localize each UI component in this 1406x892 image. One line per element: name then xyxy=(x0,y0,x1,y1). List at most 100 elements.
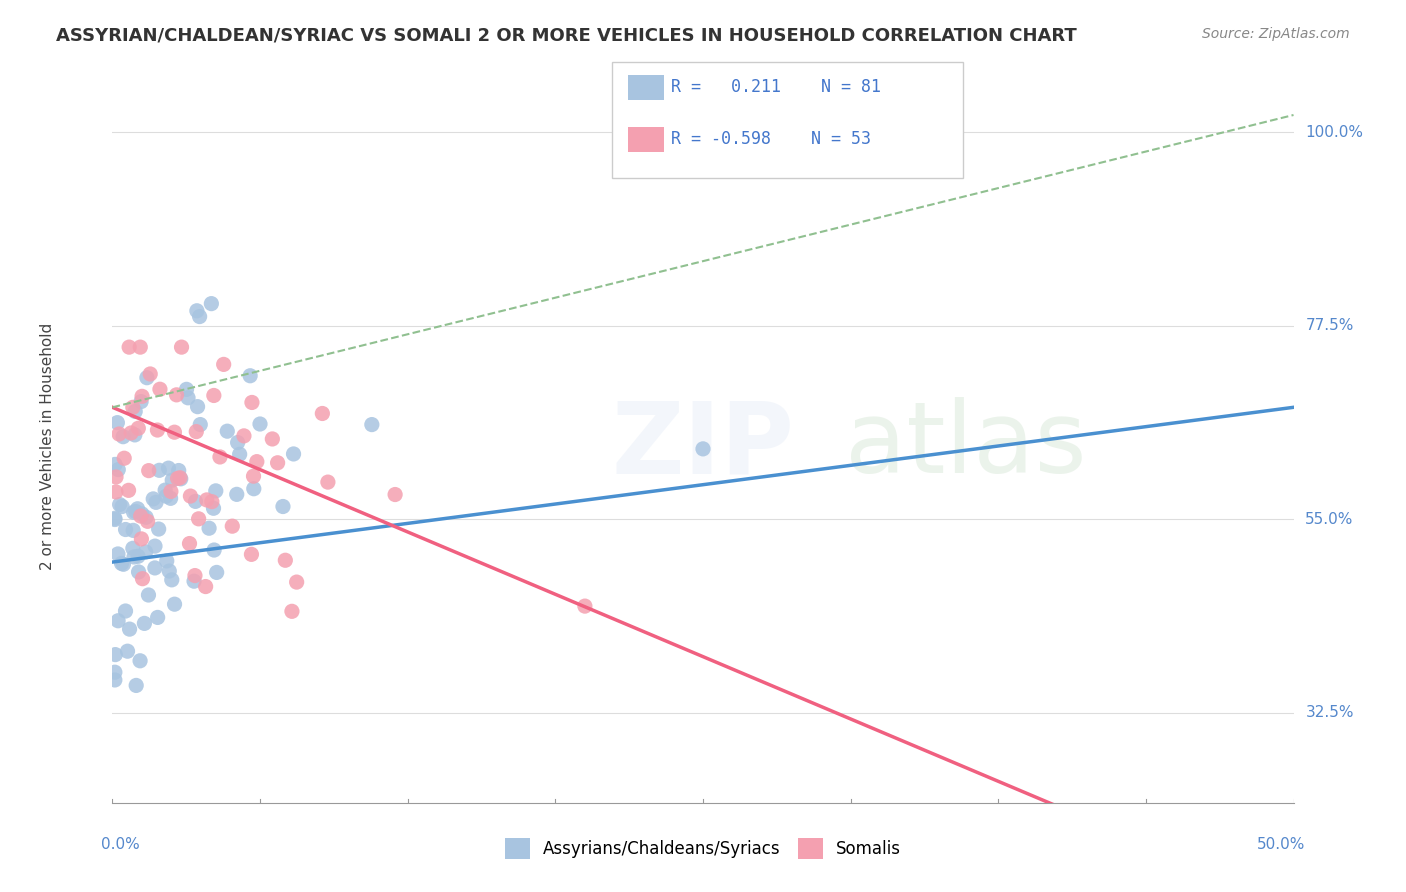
Point xyxy=(153,483,176,497)
Point xyxy=(125,504,148,518)
Point xyxy=(221,519,243,533)
Point xyxy=(281,604,304,618)
Point xyxy=(166,471,188,485)
Point xyxy=(135,510,157,524)
Point xyxy=(122,549,145,564)
Point xyxy=(129,654,152,668)
Text: atlas: atlas xyxy=(845,398,1087,494)
Point xyxy=(204,483,226,498)
Point xyxy=(163,597,186,611)
Point xyxy=(121,541,143,556)
Point xyxy=(131,532,153,546)
Point xyxy=(176,382,198,396)
Point xyxy=(170,472,193,486)
Point xyxy=(184,494,207,508)
Point xyxy=(135,370,157,384)
Text: 32.5%: 32.5% xyxy=(1305,705,1354,720)
Point xyxy=(998,805,1021,819)
Point xyxy=(148,522,170,536)
Point xyxy=(131,389,153,403)
Point xyxy=(112,430,135,444)
Point xyxy=(186,303,208,318)
Point xyxy=(163,425,186,440)
Point xyxy=(228,447,250,461)
Point xyxy=(108,498,131,512)
Text: 50.0%: 50.0% xyxy=(1257,838,1305,852)
Point xyxy=(157,461,180,475)
Point xyxy=(111,500,134,514)
Point xyxy=(112,558,135,572)
Point xyxy=(212,358,235,372)
Point xyxy=(139,367,162,381)
Point xyxy=(127,549,149,564)
Point xyxy=(188,310,211,324)
Point xyxy=(108,427,131,442)
Point xyxy=(107,614,129,628)
Point xyxy=(143,539,166,553)
Point xyxy=(143,561,166,575)
Point xyxy=(107,547,129,561)
Point xyxy=(169,471,191,485)
Point xyxy=(205,566,228,580)
Point xyxy=(104,484,127,499)
Point xyxy=(187,400,209,414)
Point xyxy=(114,523,136,537)
Point xyxy=(194,580,217,594)
Text: ASSYRIAN/CHALDEAN/SYRIAC VS SOMALI 2 OR MORE VEHICLES IN HOUSEHOLD CORRELATION C: ASSYRIAN/CHALDEAN/SYRIAC VS SOMALI 2 OR … xyxy=(56,27,1077,45)
Point xyxy=(117,644,139,658)
Point xyxy=(574,599,596,614)
Point xyxy=(225,487,247,501)
Point xyxy=(122,524,145,538)
Point xyxy=(243,482,266,496)
Point xyxy=(107,462,129,476)
Point xyxy=(128,565,150,579)
Point xyxy=(110,557,132,571)
Point xyxy=(240,547,263,561)
Text: 0.0%: 0.0% xyxy=(101,838,139,852)
Point xyxy=(105,470,128,484)
Point xyxy=(118,622,141,636)
Point xyxy=(160,573,183,587)
Text: 100.0%: 100.0% xyxy=(1305,125,1364,140)
Point xyxy=(104,512,127,526)
Point xyxy=(274,553,297,567)
Point xyxy=(129,509,152,524)
Point xyxy=(112,451,135,466)
Point xyxy=(208,450,231,464)
Point xyxy=(217,424,239,438)
Point xyxy=(104,648,127,662)
Point xyxy=(188,417,211,432)
Point xyxy=(104,665,127,680)
Point xyxy=(159,491,181,506)
Text: 77.5%: 77.5% xyxy=(1305,318,1354,333)
Point xyxy=(125,678,148,692)
Point xyxy=(183,574,205,589)
Text: 2 or more Vehicles in Household: 2 or more Vehicles in Household xyxy=(39,322,55,570)
Point xyxy=(120,425,142,440)
Text: Source: ZipAtlas.com: Source: ZipAtlas.com xyxy=(1202,27,1350,41)
Text: 55.0%: 55.0% xyxy=(1305,512,1354,526)
Text: ZIP: ZIP xyxy=(612,398,794,494)
Point xyxy=(148,463,170,477)
Point xyxy=(104,673,127,687)
Point xyxy=(124,404,146,418)
Legend: Assyrians/Chaldeans/Syriacs, Somalis: Assyrians/Chaldeans/Syriacs, Somalis xyxy=(505,838,901,859)
Point xyxy=(118,340,141,354)
Point xyxy=(184,568,207,582)
Point xyxy=(131,572,153,586)
Point xyxy=(186,425,208,439)
Point xyxy=(226,435,249,450)
Point xyxy=(177,391,200,405)
Point xyxy=(138,588,160,602)
Point xyxy=(239,368,262,383)
Point xyxy=(162,473,184,487)
Point xyxy=(149,382,172,396)
Point xyxy=(146,423,169,437)
Point xyxy=(146,610,169,624)
Point xyxy=(233,429,256,443)
Point xyxy=(283,447,305,461)
Point xyxy=(104,458,127,472)
Point xyxy=(104,511,127,525)
Point xyxy=(129,394,152,409)
Point xyxy=(271,500,294,514)
